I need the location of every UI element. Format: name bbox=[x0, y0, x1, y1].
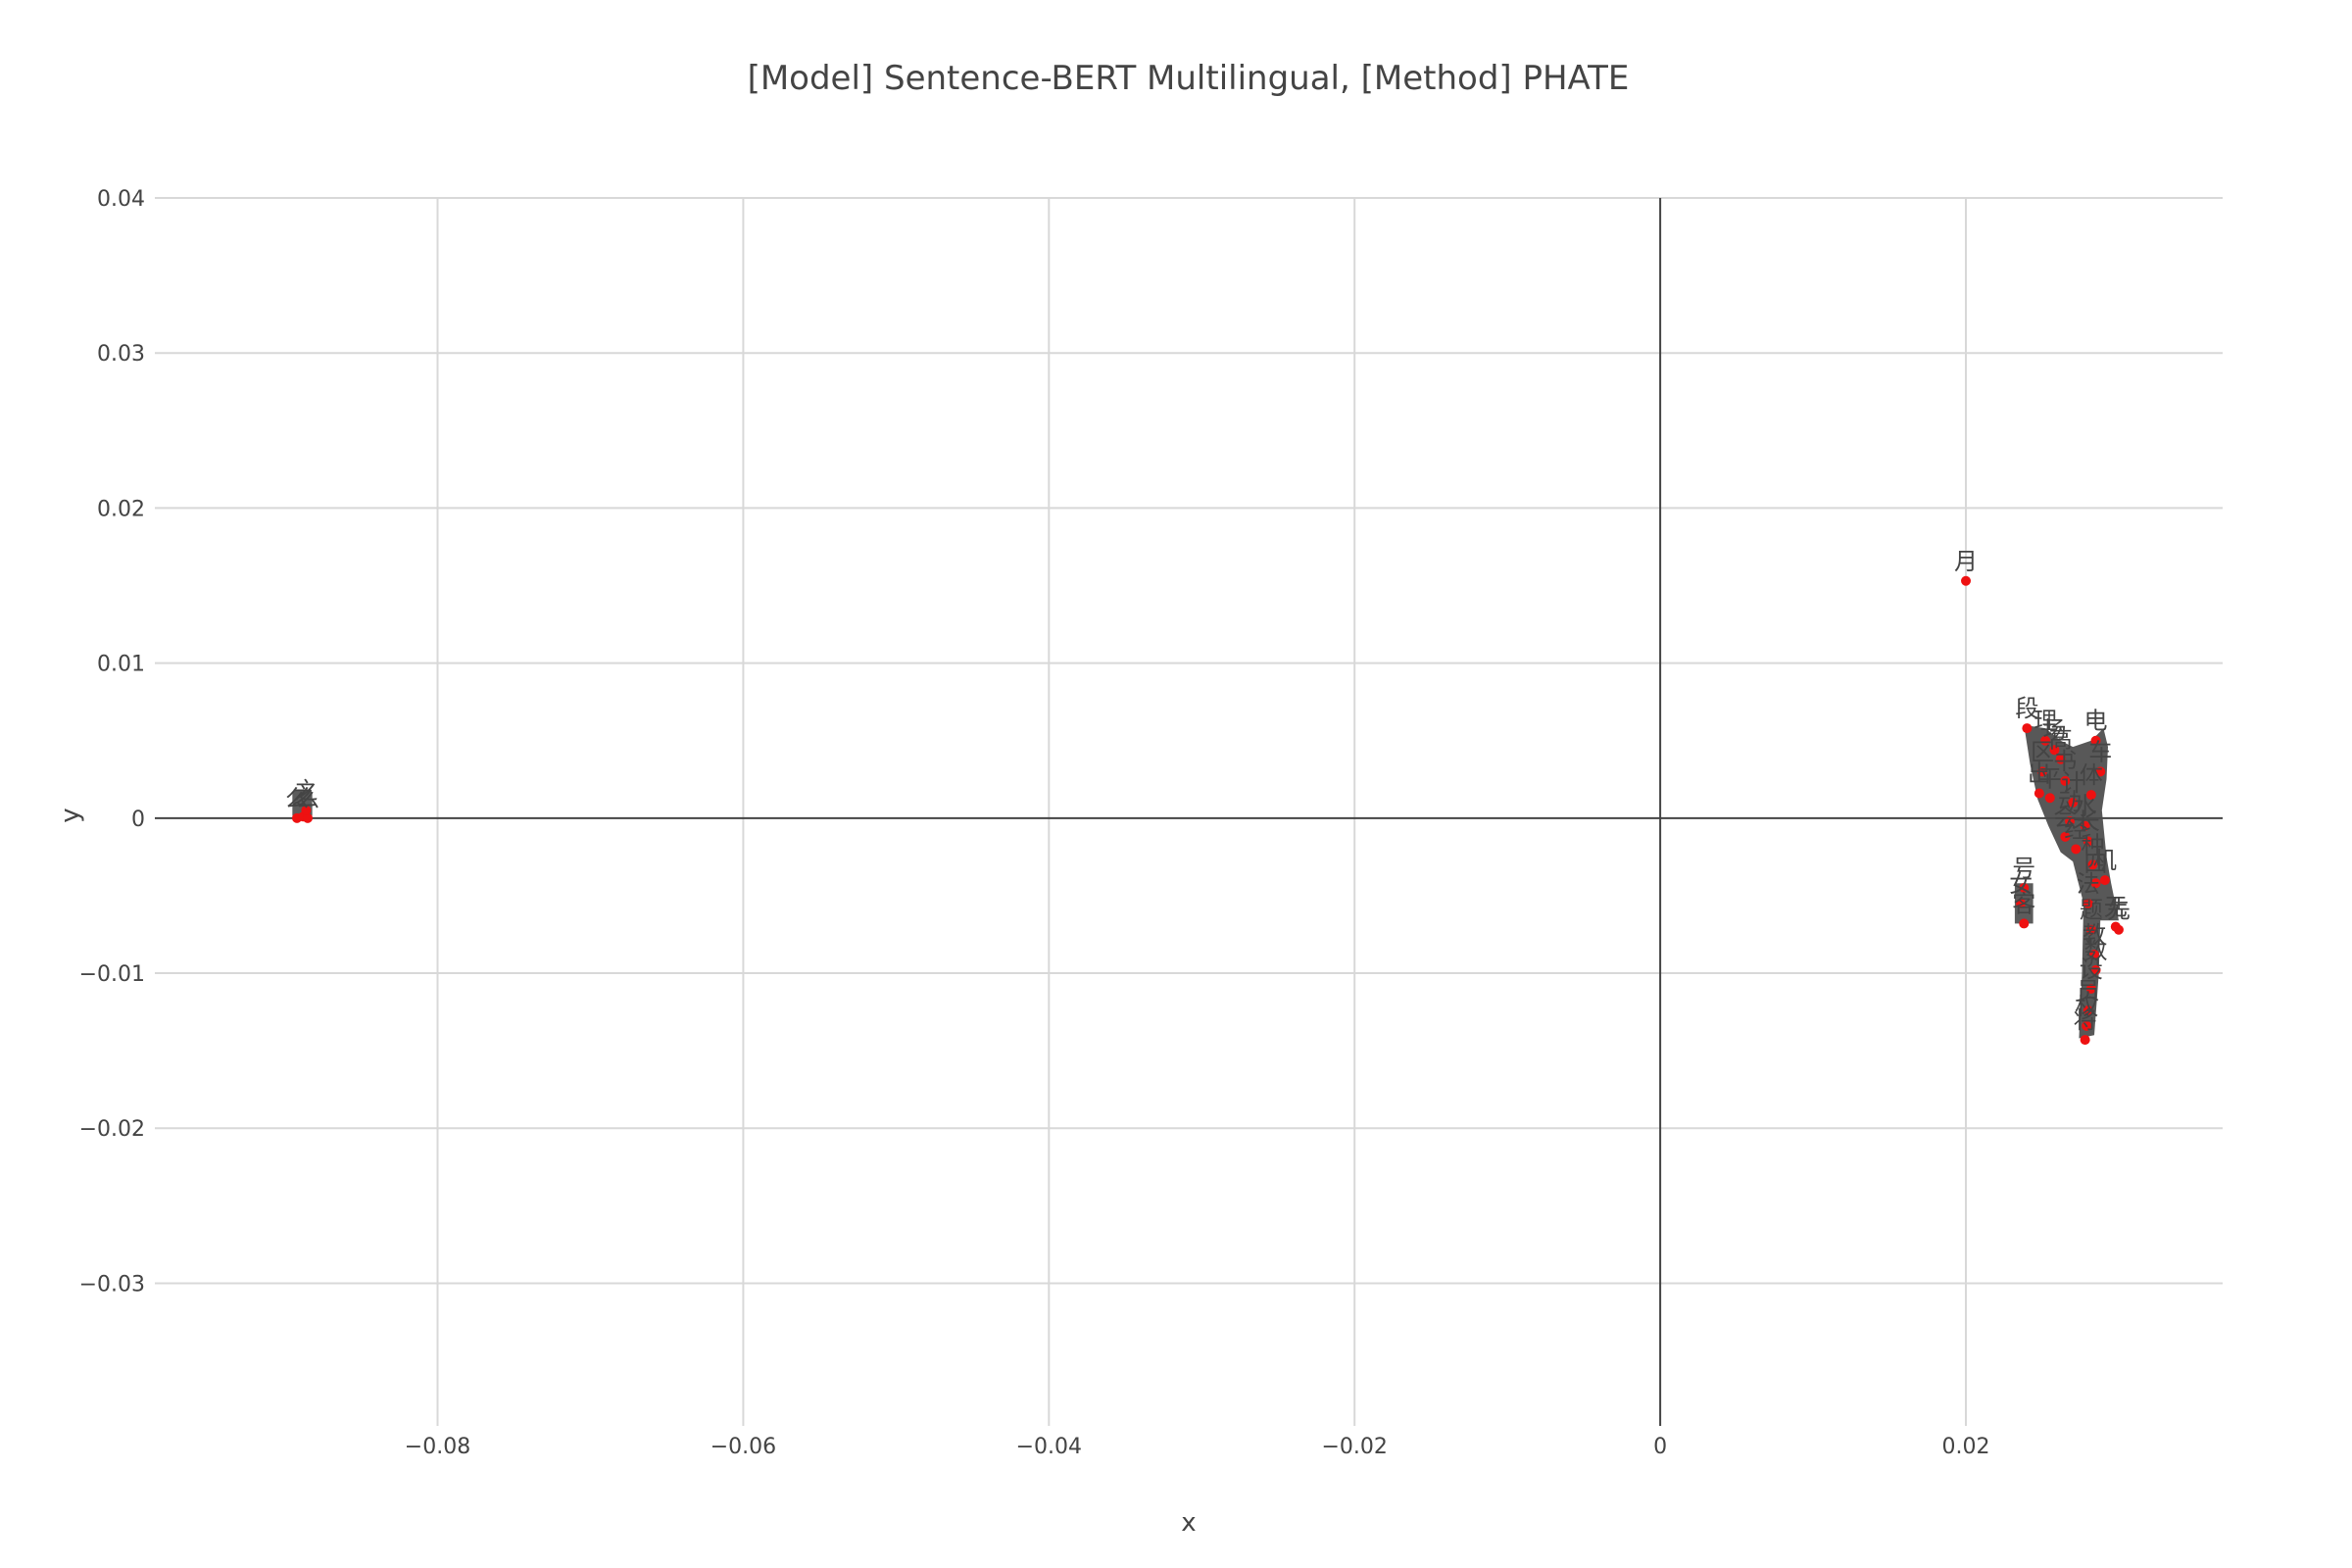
data-point bbox=[2060, 831, 2071, 842]
data-point-label: 电 bbox=[2084, 708, 2108, 735]
data-point-label: 计 bbox=[2061, 769, 2084, 797]
data-point bbox=[2036, 766, 2047, 777]
data-point-label: 高 bbox=[2049, 726, 2073, 754]
data-point-label: 区 bbox=[2031, 738, 2054, 765]
x-tick-label: −0.02 bbox=[1321, 1435, 1387, 1459]
data-point bbox=[2085, 983, 2096, 994]
data-point-label: 水 bbox=[2074, 793, 2097, 820]
dense-label-clusters bbox=[292, 724, 2119, 1039]
data-point bbox=[2060, 775, 2071, 786]
y-axis-title: y bbox=[56, 808, 85, 822]
data-point bbox=[2082, 1020, 2092, 1031]
data-point-label: 会 bbox=[2053, 804, 2077, 831]
x-tick-label: 0.02 bbox=[1942, 1435, 1990, 1459]
data-point-label: 客 bbox=[2012, 890, 2035, 917]
data-point-label: 之 bbox=[294, 777, 318, 805]
data-point-label: 理 bbox=[2034, 708, 2057, 735]
x-tick-label: −0.06 bbox=[710, 1435, 776, 1459]
data-point bbox=[2068, 798, 2079, 808]
y-axis-ticks: −0.03 −0.02 −0.01 0 0.01 0.02 0.03 0.04 bbox=[79, 187, 145, 1297]
data-point-label: 动 bbox=[2058, 788, 2082, 815]
data-point bbox=[2082, 836, 2093, 847]
data-point bbox=[2087, 859, 2098, 870]
data-point-label: 之 bbox=[291, 783, 315, 810]
data-point-label: 无 bbox=[2104, 894, 2128, 921]
data-point-label: 么 bbox=[285, 785, 309, 812]
data-point-label: 设 bbox=[2080, 956, 2103, 983]
data-point-label: 先 bbox=[2107, 897, 2131, 924]
data-point-label: 四 bbox=[2084, 850, 2108, 877]
data-point bbox=[2113, 924, 2124, 935]
x-tick-label: −0.04 bbox=[1016, 1435, 1082, 1459]
data-point bbox=[2049, 745, 2060, 756]
data-point-label: 法 bbox=[2077, 870, 2100, 898]
x-axis-ticks: −0.08 −0.06 −0.04 −0.02 0 0.02 bbox=[405, 1435, 1990, 1459]
data-point-label: 场 bbox=[2042, 716, 2066, 744]
data-point bbox=[2099, 875, 2110, 886]
data-point-label: 号 bbox=[2012, 855, 2035, 882]
data-point bbox=[2090, 964, 2101, 975]
data-point bbox=[2055, 754, 2066, 764]
grid-lines bbox=[155, 197, 2223, 1426]
right-cluster-mass bbox=[2024, 724, 2119, 1039]
y-tick-label: −0.03 bbox=[79, 1272, 145, 1297]
y-tick-label: −0.01 bbox=[79, 962, 145, 987]
data-point bbox=[2071, 844, 2082, 855]
data-point-label: 数 bbox=[2084, 937, 2108, 964]
data-point bbox=[2022, 723, 2033, 734]
data-point-label: 月 bbox=[1954, 548, 1978, 575]
data-point-label: 车 bbox=[2088, 738, 2112, 765]
data-point-label: 权 bbox=[2075, 993, 2098, 1020]
data-markers bbox=[292, 575, 2124, 1046]
data-point-label: 教 bbox=[2082, 921, 2106, 949]
data-point bbox=[2065, 815, 2076, 826]
chart-title: [Model] Sentence-BERT Multilingual, [Met… bbox=[747, 59, 1630, 98]
data-point bbox=[2080, 1035, 2090, 1046]
data-point bbox=[2034, 788, 2044, 799]
data-point bbox=[302, 812, 313, 823]
y-tick-label: 0.03 bbox=[97, 342, 145, 367]
data-point-label: 出 bbox=[2028, 760, 2051, 788]
data-point-label: 员 bbox=[2077, 977, 2100, 1004]
y-tick-label: −0.02 bbox=[79, 1117, 145, 1142]
data-point bbox=[301, 805, 312, 815]
data-point bbox=[2085, 790, 2096, 801]
y-tick-label: 0.01 bbox=[97, 653, 145, 677]
data-point bbox=[2019, 918, 2030, 929]
data-point-label: 题 bbox=[2080, 897, 2103, 924]
data-point bbox=[2082, 1005, 2093, 1016]
x-tick-label: 0 bbox=[1653, 1435, 1667, 1459]
data-point bbox=[2082, 898, 2093, 908]
data-point bbox=[2044, 793, 2055, 804]
data-point bbox=[2095, 766, 2106, 777]
data-point-label: 将 bbox=[2074, 1006, 2097, 1034]
data-point-label: 经 bbox=[2064, 815, 2087, 843]
x-axis-title: x bbox=[1181, 1508, 1196, 1538]
y-tick-label: 0.02 bbox=[97, 497, 145, 521]
data-point-label: 女 bbox=[2009, 870, 2033, 898]
data-point-label: 书 bbox=[2053, 748, 2077, 775]
data-point bbox=[2016, 898, 2027, 908]
data-point-label: 么 bbox=[296, 785, 319, 812]
data-point bbox=[2089, 950, 2100, 960]
x-tick-label: −0.08 bbox=[405, 1435, 470, 1459]
data-point-label: 体 bbox=[2080, 761, 2103, 789]
data-point bbox=[2085, 924, 2096, 935]
data-point bbox=[2090, 878, 2101, 889]
data-point-label: 长 bbox=[2077, 808, 2100, 836]
data-point-label: 种 bbox=[2081, 831, 2104, 858]
data-point-label: 平 bbox=[2038, 764, 2062, 792]
data-point-label: 机 bbox=[2093, 847, 2117, 874]
y-tick-label: 0.04 bbox=[97, 187, 145, 212]
data-point-label: 段 bbox=[2015, 695, 2038, 722]
data-point bbox=[1961, 575, 1972, 586]
data-point bbox=[2040, 735, 2051, 746]
data-point bbox=[2019, 883, 2030, 894]
y-tick-label: 0 bbox=[131, 808, 145, 832]
data-point bbox=[2090, 735, 2101, 746]
data-point bbox=[2080, 820, 2090, 831]
zero-lines bbox=[155, 198, 2223, 1426]
